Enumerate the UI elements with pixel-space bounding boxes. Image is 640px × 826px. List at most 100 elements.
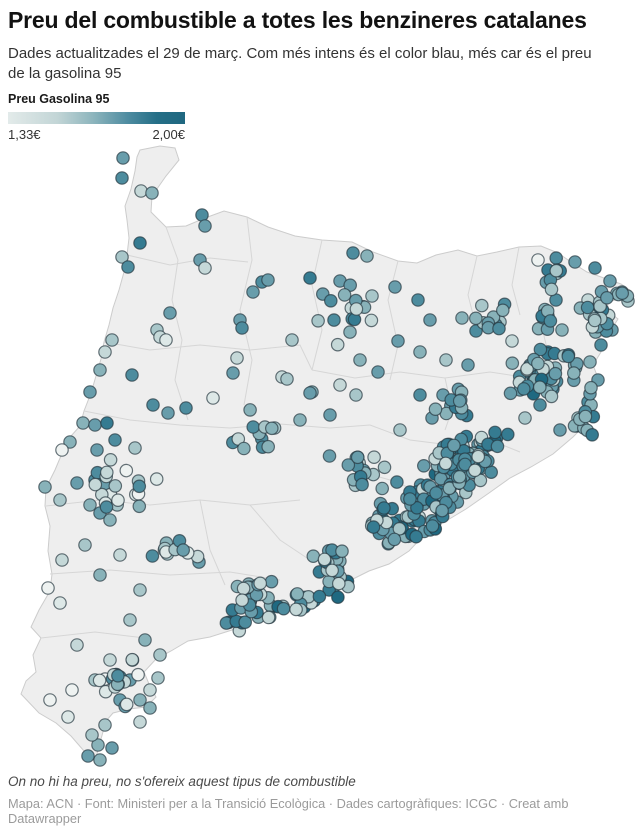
station-dot[interactable]	[353, 353, 367, 367]
station-dot[interactable]	[503, 386, 518, 401]
station-dot[interactable]	[377, 460, 392, 475]
station-dot[interactable]	[371, 365, 385, 379]
station-dot[interactable]	[198, 219, 212, 233]
station-dot[interactable]	[594, 338, 608, 352]
station-dot[interactable]	[588, 261, 602, 275]
station-dot[interactable]	[132, 479, 147, 494]
station-dot[interactable]	[161, 406, 175, 420]
station-dot[interactable]	[93, 568, 107, 582]
station-dot[interactable]	[500, 427, 515, 442]
station-dot[interactable]	[133, 236, 147, 250]
station-dot[interactable]	[88, 418, 102, 432]
station-dot[interactable]	[128, 441, 142, 455]
station-dot[interactable]	[492, 321, 506, 336]
station-dot[interactable]	[447, 438, 461, 453]
station-dot[interactable]	[429, 486, 443, 500]
station-dot[interactable]	[276, 601, 291, 616]
station-dot[interactable]	[471, 449, 485, 464]
station-dot[interactable]	[387, 532, 402, 547]
station-dot[interactable]	[149, 472, 164, 486]
station-dot[interactable]	[121, 260, 135, 274]
station-dot[interactable]	[532, 380, 547, 394]
station-dot[interactable]	[261, 610, 276, 625]
station-dot[interactable]	[452, 394, 467, 408]
station-dot[interactable]	[76, 416, 90, 430]
station-dot[interactable]	[246, 420, 260, 434]
station-dot[interactable]	[518, 411, 532, 425]
station-dot[interactable]	[555, 323, 569, 337]
station-dot[interactable]	[303, 271, 317, 285]
station-dot[interactable]	[505, 334, 519, 348]
station-dot[interactable]	[388, 280, 402, 294]
station-dot[interactable]	[38, 480, 52, 494]
station-dot[interactable]	[246, 285, 260, 299]
station-dot[interactable]	[490, 439, 505, 454]
station-dot[interactable]	[377, 501, 391, 515]
station-dot[interactable]	[549, 251, 563, 265]
station-dot[interactable]	[409, 529, 423, 544]
station-dot[interactable]	[61, 710, 75, 724]
station-dot[interactable]	[366, 520, 381, 534]
station-dot[interactable]	[103, 513, 117, 527]
station-dot[interactable]	[103, 452, 118, 467]
station-dot[interactable]	[153, 648, 167, 662]
station-dot[interactable]	[289, 602, 303, 617]
station-dot[interactable]	[603, 274, 617, 288]
station-dot[interactable]	[468, 311, 483, 326]
station-dot[interactable]	[403, 492, 417, 506]
station-dot[interactable]	[355, 477, 369, 492]
station-dot[interactable]	[70, 638, 84, 652]
station-dot[interactable]	[411, 293, 425, 307]
station-dot[interactable]	[119, 463, 134, 478]
station-dot[interactable]	[264, 421, 279, 436]
station-dot[interactable]	[549, 263, 564, 278]
station-dot[interactable]	[100, 465, 114, 480]
station-dot[interactable]	[585, 427, 599, 442]
station-dot[interactable]	[105, 741, 119, 755]
station-dot[interactable]	[235, 593, 249, 607]
station-dot[interactable]	[322, 449, 337, 463]
station-dot[interactable]	[553, 423, 567, 437]
station-dot[interactable]	[290, 587, 305, 601]
station-dot[interactable]	[145, 549, 160, 563]
station-dot[interactable]	[391, 334, 405, 348]
station-dot[interactable]	[533, 342, 548, 357]
station-dot[interactable]	[91, 738, 105, 752]
station-dot[interactable]	[119, 697, 134, 712]
station-dot[interactable]	[55, 443, 69, 457]
station-dot[interactable]	[133, 583, 147, 597]
station-dot[interactable]	[520, 362, 534, 376]
station-dot[interactable]	[364, 313, 379, 328]
station-dot[interactable]	[317, 552, 332, 567]
station-dot[interactable]	[349, 388, 363, 402]
station-dot[interactable]	[311, 313, 325, 328]
station-dot[interactable]	[390, 475, 404, 489]
station-dot[interactable]	[495, 303, 510, 318]
station-dot[interactable]	[584, 380, 598, 395]
station-dot[interactable]	[226, 366, 240, 380]
station-dot[interactable]	[544, 389, 559, 404]
station-dot[interactable]	[566, 366, 581, 380]
station-dot[interactable]	[179, 401, 193, 415]
station-dot[interactable]	[236, 581, 251, 596]
station-dot[interactable]	[143, 701, 157, 715]
station-dot[interactable]	[88, 477, 103, 492]
station-dot[interactable]	[163, 306, 177, 320]
station-dot[interactable]	[111, 493, 125, 507]
station-dot[interactable]	[111, 668, 125, 683]
station-dot[interactable]	[531, 253, 545, 267]
station-dot[interactable]	[159, 333, 173, 347]
station-dot[interactable]	[365, 289, 379, 303]
station-dot[interactable]	[99, 500, 114, 514]
station-dot[interactable]	[100, 416, 114, 430]
station-dot[interactable]	[93, 363, 107, 377]
station-dot[interactable]	[488, 425, 502, 440]
station-dot[interactable]	[327, 313, 341, 327]
station-dot[interactable]	[337, 288, 352, 302]
station-dot[interactable]	[468, 463, 482, 478]
station-dot[interactable]	[360, 249, 374, 263]
station-dot[interactable]	[264, 574, 279, 589]
station-dot[interactable]	[346, 246, 360, 260]
station-dot[interactable]	[306, 549, 321, 563]
station-dot[interactable]	[323, 293, 338, 308]
